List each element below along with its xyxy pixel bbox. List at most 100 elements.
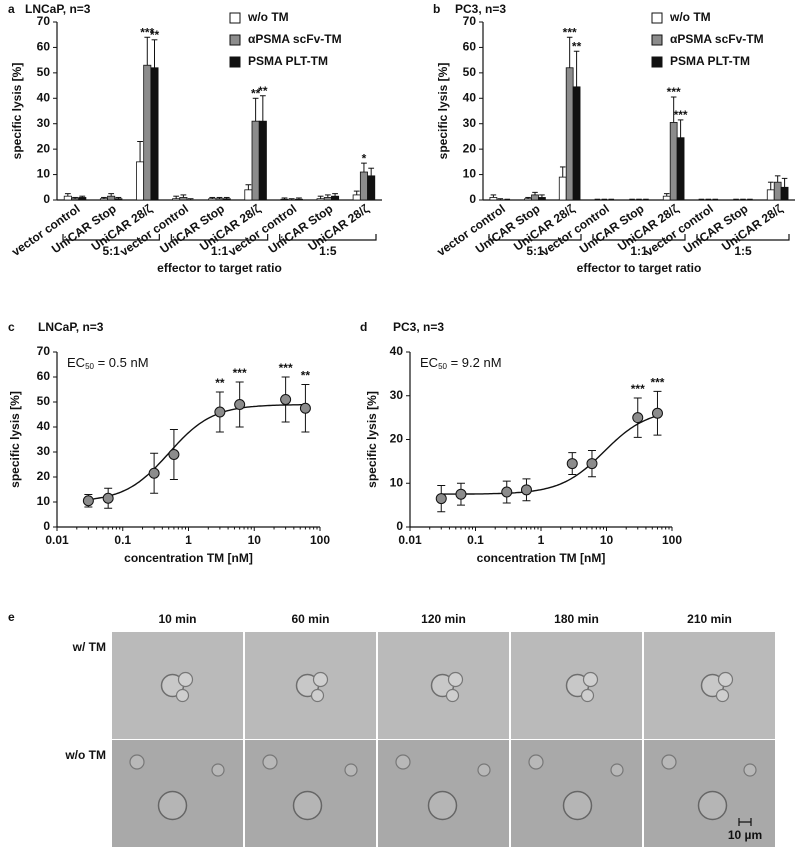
- legend-swatch: [229, 34, 241, 46]
- column-label: 60 min: [291, 612, 329, 626]
- significance: **: [251, 86, 261, 100]
- cell: [175, 688, 190, 703]
- y-tick-label: 10: [37, 167, 51, 181]
- significance: ***: [667, 85, 681, 99]
- y-tick-label: 60: [463, 40, 477, 54]
- bar: [172, 198, 181, 201]
- point: [566, 458, 578, 470]
- group-bracket: [696, 234, 790, 241]
- bar: [773, 181, 782, 201]
- bar: [150, 67, 159, 201]
- group-label: 1:5: [319, 244, 337, 258]
- significance: ***: [650, 376, 664, 390]
- bar: [107, 195, 116, 201]
- significance: **: [215, 376, 225, 390]
- y-axis-label: specific lysis [%]: [365, 391, 379, 488]
- bar: [179, 197, 188, 201]
- point: [280, 394, 292, 405]
- point: [455, 488, 467, 500]
- cell: [445, 688, 460, 703]
- legend-swatch: [229, 56, 241, 68]
- group-label: 1:1: [211, 244, 229, 258]
- ec50-text: = 9.2 nM: [447, 355, 502, 370]
- significance: ***: [674, 108, 688, 122]
- y-tick-label: 20: [390, 432, 404, 446]
- x-tick-label: 1: [538, 533, 545, 547]
- bar: [99, 198, 108, 201]
- point: [586, 458, 598, 470]
- group-label: 1:1: [630, 244, 648, 258]
- cell: [129, 754, 145, 770]
- y-tick-label: 40: [390, 344, 404, 358]
- legend-swatch: [229, 12, 241, 24]
- bar: [669, 122, 678, 201]
- bar: [489, 197, 498, 201]
- ec50-text: = 0.5 nM: [94, 355, 149, 370]
- bar: [780, 186, 789, 201]
- group-bracket: [592, 234, 686, 241]
- cell: [715, 688, 730, 703]
- group-label: 1:5: [734, 244, 752, 258]
- x-tick-label: 10: [600, 533, 614, 547]
- bar: [662, 195, 671, 201]
- significance: ***: [233, 366, 247, 380]
- x-tick-label: 10: [248, 533, 262, 547]
- group-label: 5:1: [102, 244, 120, 258]
- y-tick-label: 30: [390, 388, 404, 402]
- cell: [447, 671, 464, 688]
- ec50-label: EC50 = 0.5 nM: [67, 355, 149, 371]
- bar: [565, 67, 574, 201]
- y-tick-label: 20: [37, 141, 51, 155]
- x-axis-label: concentration TM [nM]: [124, 551, 253, 565]
- y-tick-label: 30: [463, 116, 477, 130]
- cell: [262, 754, 278, 770]
- panel-label: d: [360, 320, 367, 334]
- point: [148, 467, 160, 479]
- group-label: 5:1: [526, 244, 544, 258]
- bar: [222, 198, 231, 201]
- significance: ***: [631, 382, 645, 396]
- bar: [251, 120, 260, 201]
- x-tick-label: 0.01: [45, 533, 69, 547]
- panel-label: a: [8, 2, 15, 16]
- y-tick-label: 70: [37, 14, 51, 28]
- x-axis-label: effector to target ratio: [157, 261, 282, 275]
- significance: **: [301, 369, 311, 383]
- cell: [661, 754, 677, 770]
- y-tick-label: 20: [463, 141, 477, 155]
- y-tick-label: 50: [37, 394, 51, 408]
- legend-label: w/o TM: [247, 10, 289, 24]
- fit-curve: [441, 415, 658, 495]
- point: [435, 493, 447, 505]
- bar: [294, 198, 303, 201]
- scale-bar: [738, 818, 752, 826]
- y-tick-label: 10: [37, 494, 51, 508]
- y-tick-label: 40: [37, 90, 51, 104]
- bar: [367, 175, 376, 201]
- bar: [208, 198, 217, 201]
- ec50-prefix: EC: [67, 355, 85, 370]
- ec50-sub: 50: [85, 362, 94, 371]
- cell: [427, 790, 458, 821]
- x-tick-label: 1: [185, 533, 192, 547]
- legend-label: w/o TM: [669, 10, 711, 24]
- x-axis-label: effector to target ratio: [577, 261, 702, 275]
- cell: [528, 754, 544, 770]
- bar: [531, 194, 539, 201]
- point: [299, 402, 311, 414]
- group-bracket: [62, 234, 160, 241]
- bar: [143, 64, 152, 201]
- bar: [215, 198, 224, 201]
- bar: [136, 161, 145, 201]
- significance: **: [150, 28, 160, 42]
- cell: [743, 763, 757, 777]
- point: [520, 484, 532, 496]
- y-tick-label: 70: [463, 14, 477, 28]
- point: [632, 412, 644, 424]
- scale-bar-label: 10 µm: [728, 828, 762, 842]
- significance: ***: [563, 25, 577, 39]
- cell: [395, 754, 411, 770]
- group-bracket: [170, 234, 269, 241]
- cell: [610, 763, 624, 777]
